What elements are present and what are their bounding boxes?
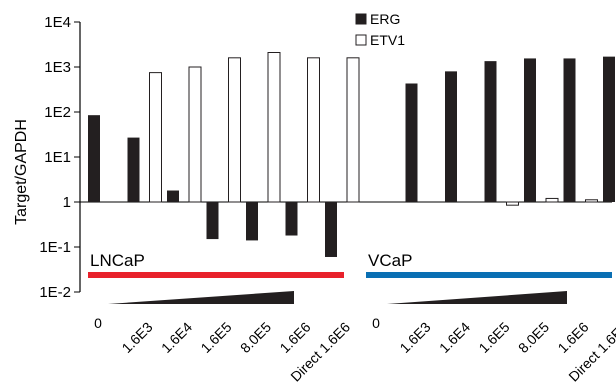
category-label: 1.6E6 [554,319,591,356]
legend: ERG ETV1 [355,11,405,48]
bar-etv1 [149,72,162,203]
category-label: 8.0E5 [237,319,274,356]
bar-erg [603,56,615,203]
y-tick-label: 1E-1 [39,239,71,256]
dose-wedge [108,291,294,304]
category-label: 1.6E3 [118,319,155,356]
category-label: 0 [94,315,102,331]
bar-erg [246,202,258,241]
bar-erg [524,58,536,202]
bar-erg [563,58,576,202]
legend-label: ERG [370,11,400,27]
bar-erg [484,61,497,202]
group-bar-lncap [88,272,344,278]
bars [88,52,615,257]
bar-erg [206,202,219,240]
group-annotations: LNCaP VCaP [88,251,612,304]
category-label: 8.0E5 [515,319,552,356]
category-label: 1.6E6 [276,319,313,356]
category-label: 0 [372,315,380,331]
y-tick-label: 1E4 [44,14,71,31]
category-label: 1.6E4 [158,319,195,356]
bar-erg [88,115,100,202]
group-bar-vcap [366,272,612,278]
y-tick-label: 1E2 [44,104,71,121]
bar-etv1 [585,199,598,203]
category-label: 1.6E5 [475,319,512,356]
bar-etv1 [188,66,202,203]
y-tick-label: 1E3 [44,59,71,76]
bar-etv1 [228,57,241,203]
y-tick-label: 1E1 [44,149,71,166]
y-tick-label: 1E-2 [39,284,71,301]
category-label: 1.6E4 [436,319,473,356]
legend-label: ETV1 [370,32,405,48]
bar-etv1 [506,201,519,206]
group-label: LNCaP [90,251,145,270]
bar-erg [285,202,298,236]
y-tick-label: 1 [63,194,71,211]
dose-wedge [387,291,567,304]
bar-etv1 [545,197,559,203]
legend-swatch-erg [355,13,367,25]
bar-etv1 [307,57,320,203]
bar-erg [167,190,179,202]
bar-erg [325,202,337,257]
legend-swatch-etv1 [355,34,367,46]
group-label: VCaP [368,251,412,270]
category-label: 1.6E5 [197,319,234,356]
bar-etv1 [267,52,281,203]
bar-erg [127,137,140,202]
category-label: 1.6E3 [396,319,433,356]
y-axis-label: Target/GAPDH [13,119,30,225]
bar-etv1 [346,57,360,203]
bar-erg [445,71,457,202]
bar-erg [405,83,418,202]
